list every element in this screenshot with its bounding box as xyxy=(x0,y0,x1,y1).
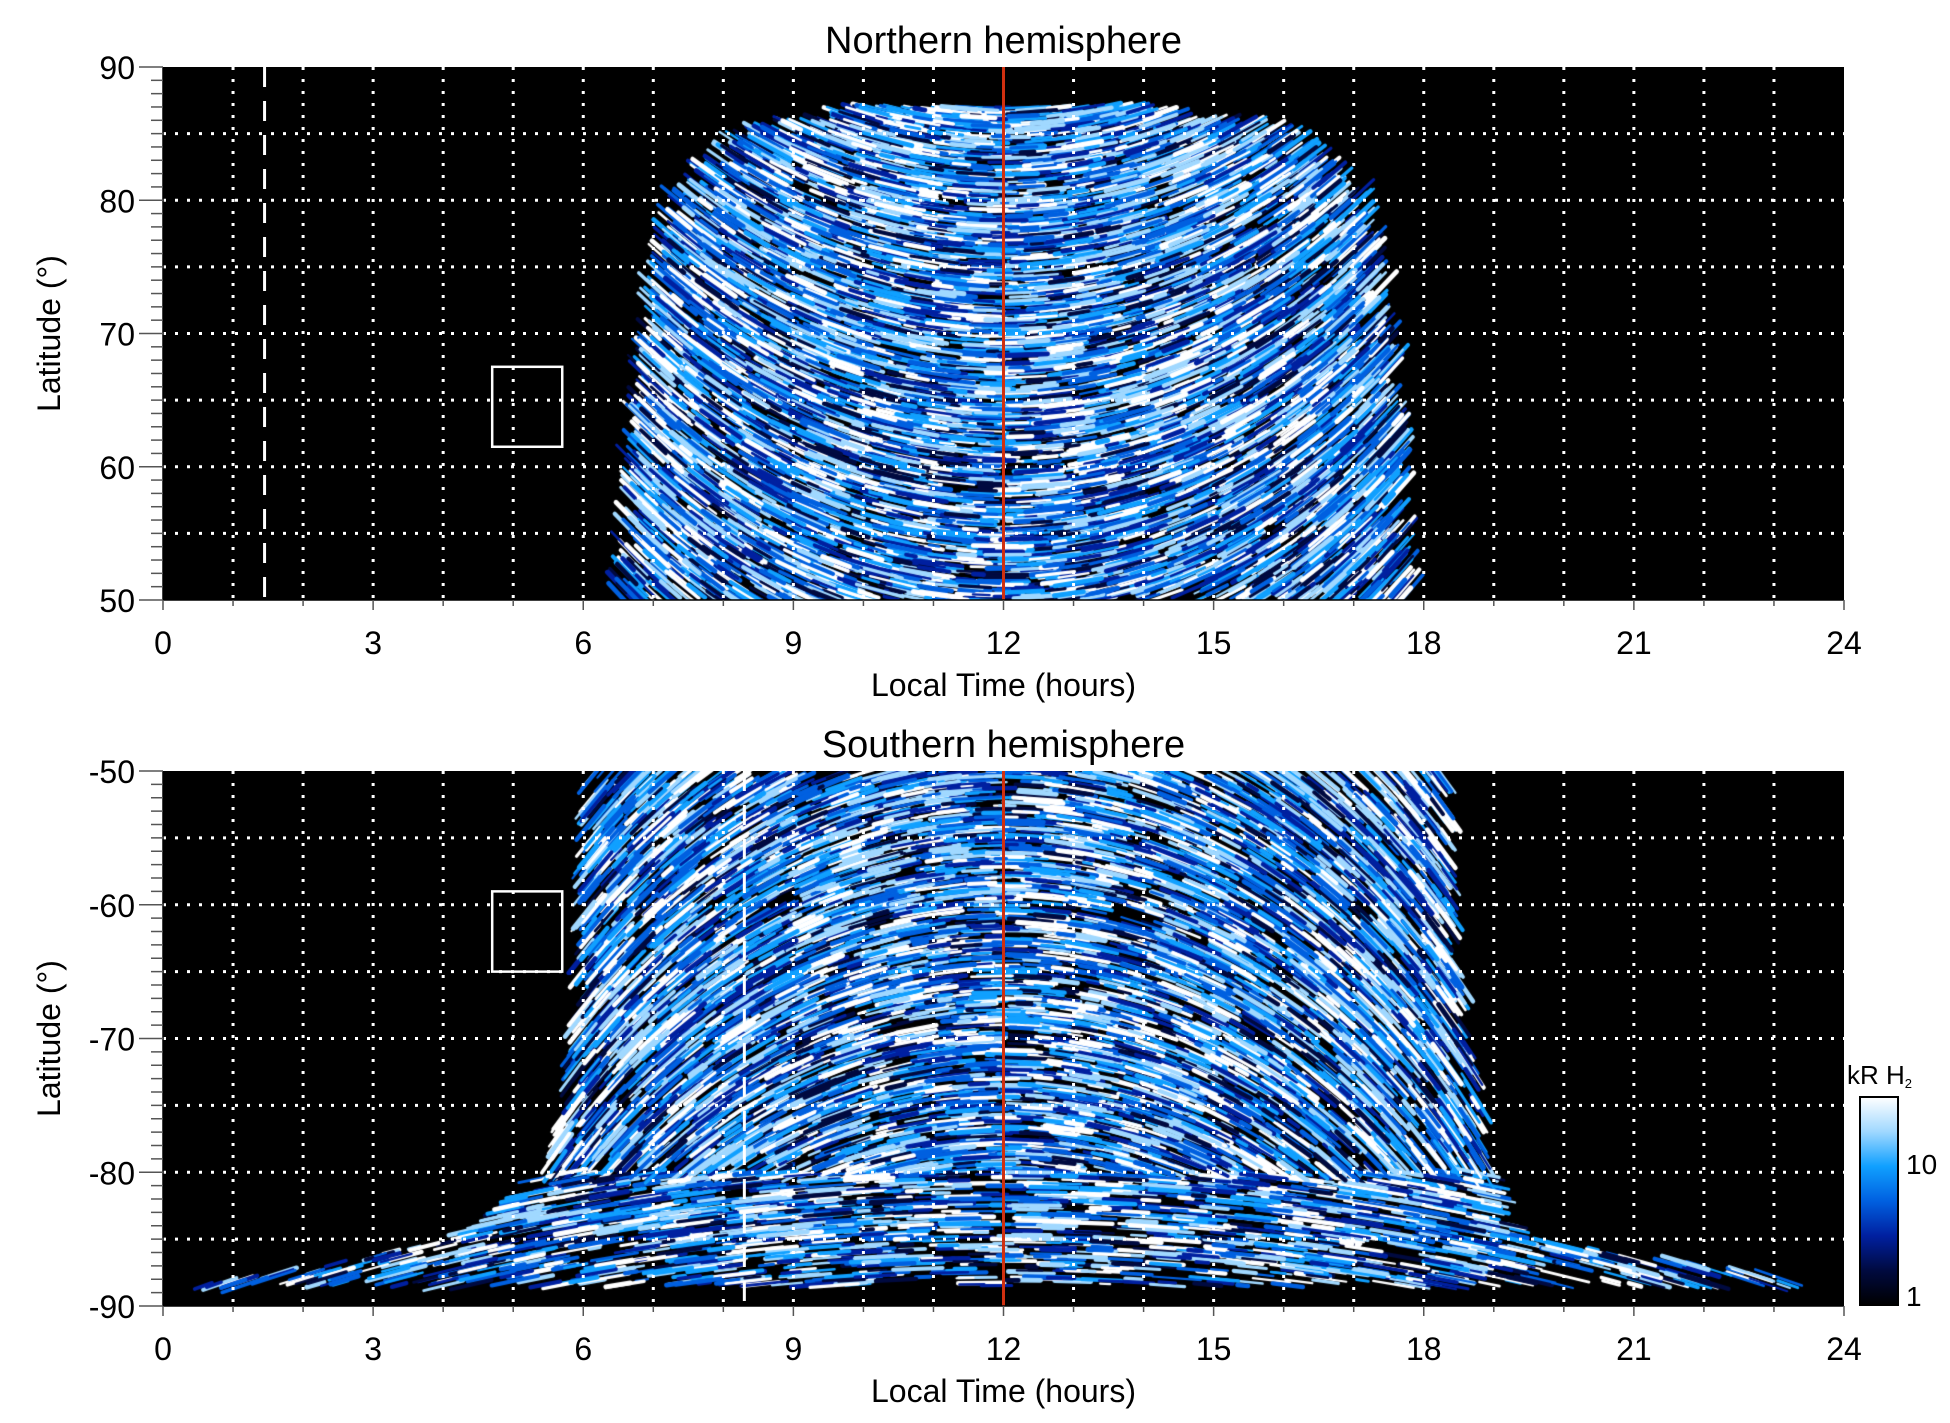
colorbar: kR H2 10 1 xyxy=(1847,1060,1937,1312)
colorbar-tick-10: 10 xyxy=(1906,1149,1937,1180)
x-tick-label: 24 xyxy=(1826,625,1862,661)
x-tick-label: 18 xyxy=(1406,625,1442,661)
y-tick-label: 50 xyxy=(99,583,135,619)
y-tick-label: 70 xyxy=(99,317,135,353)
x-tick-label: 24 xyxy=(1826,1331,1862,1367)
plot-title: Northern hemisphere xyxy=(825,20,1182,62)
x-tick-label: 9 xyxy=(784,1331,802,1367)
plot-title: Southern hemisphere xyxy=(822,724,1185,766)
colorbar-tick-1: 1 xyxy=(1906,1281,1922,1312)
x-tick-label: 6 xyxy=(574,1331,592,1367)
x-tick-label: 21 xyxy=(1616,625,1652,661)
y-axis-label: Latitude (°) xyxy=(31,960,67,1117)
y-tick-label: -80 xyxy=(89,1155,135,1191)
y-axis-label: Latitude (°) xyxy=(31,255,67,412)
colorbar-gradient xyxy=(1859,1096,1899,1306)
south-panel: 0 3 6 9 12 15 18 21 24 -90 -80 -70 -60 -50 Southern he… xyxy=(31,724,1862,1409)
reference-box xyxy=(490,890,564,973)
x-tick-label: 0 xyxy=(154,1331,172,1367)
north-panel: 0 3 6 9 12 15 18 21 24 50 60 70 80 90 Northern hemisph… xyxy=(31,20,1862,703)
x-tick-label: 18 xyxy=(1406,1331,1442,1367)
x-axis-label: Local Time (hours) xyxy=(871,1373,1136,1409)
y-tick-label: 90 xyxy=(99,50,135,86)
x-tick-label: 21 xyxy=(1616,1331,1652,1367)
colorbar-label: kR H2 xyxy=(1847,1060,1912,1091)
y-tick-label: -50 xyxy=(89,754,135,790)
x-axis-label: Local Time (hours) xyxy=(871,667,1136,703)
x-tick-label: 9 xyxy=(784,625,802,661)
y-tick-label: -90 xyxy=(89,1289,135,1325)
x-tick-label: 6 xyxy=(574,625,592,661)
reference-box xyxy=(490,365,564,449)
x-tick-label: 0 xyxy=(154,625,172,661)
y-tick-label: -70 xyxy=(89,1022,135,1058)
x-tick-label: 3 xyxy=(364,1331,382,1367)
x-tick-label: 12 xyxy=(986,625,1022,661)
y-tick-label: 80 xyxy=(99,183,135,219)
y-tick-label: -60 xyxy=(89,888,135,924)
x-tick-label: 15 xyxy=(1196,625,1232,661)
x-tick-label: 3 xyxy=(364,625,382,661)
y-tick-label: 60 xyxy=(99,450,135,486)
x-tick-label: 12 xyxy=(986,1331,1022,1367)
x-tick-label: 15 xyxy=(1196,1331,1232,1367)
